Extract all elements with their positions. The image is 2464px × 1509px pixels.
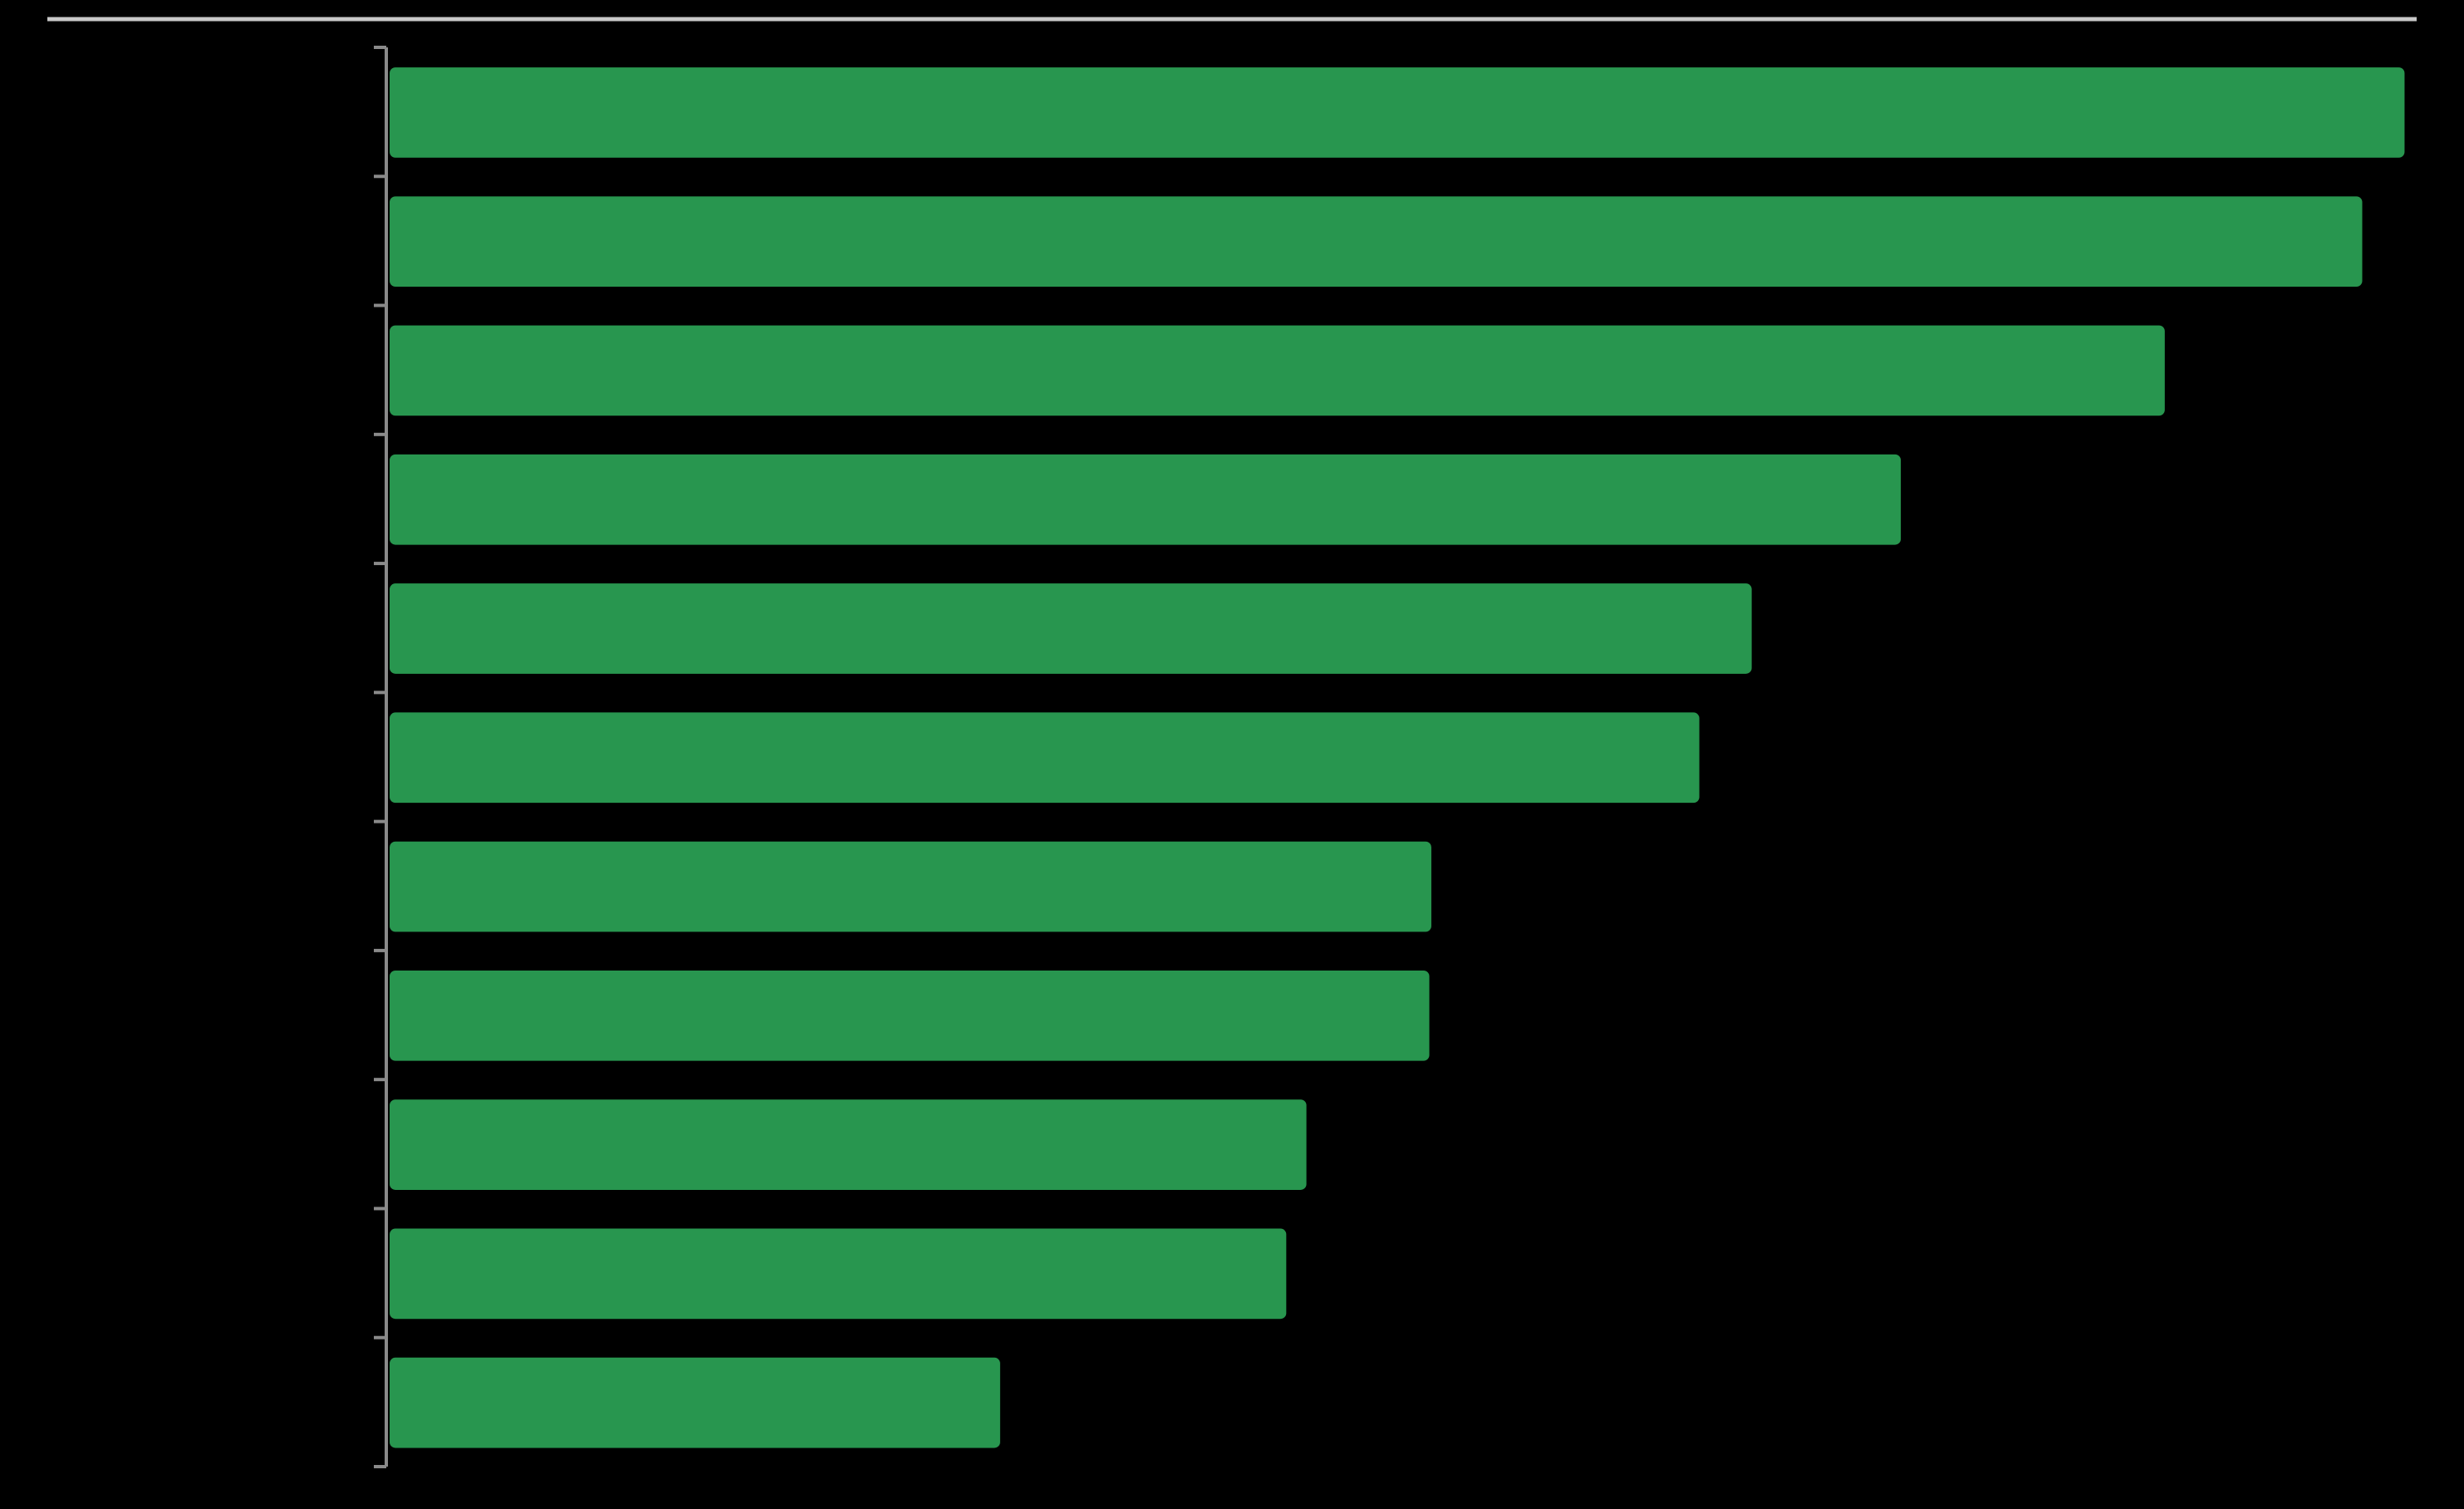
bar — [390, 67, 2405, 158]
bar — [390, 841, 1431, 932]
bar — [390, 712, 1700, 804]
bar — [390, 583, 1752, 674]
bar — [390, 454, 1902, 545]
bar — [390, 970, 1430, 1061]
bar — [390, 1357, 1000, 1448]
bar — [390, 1228, 1287, 1320]
bar — [390, 196, 2363, 288]
bar — [390, 325, 2165, 416]
bar — [390, 1099, 1307, 1190]
